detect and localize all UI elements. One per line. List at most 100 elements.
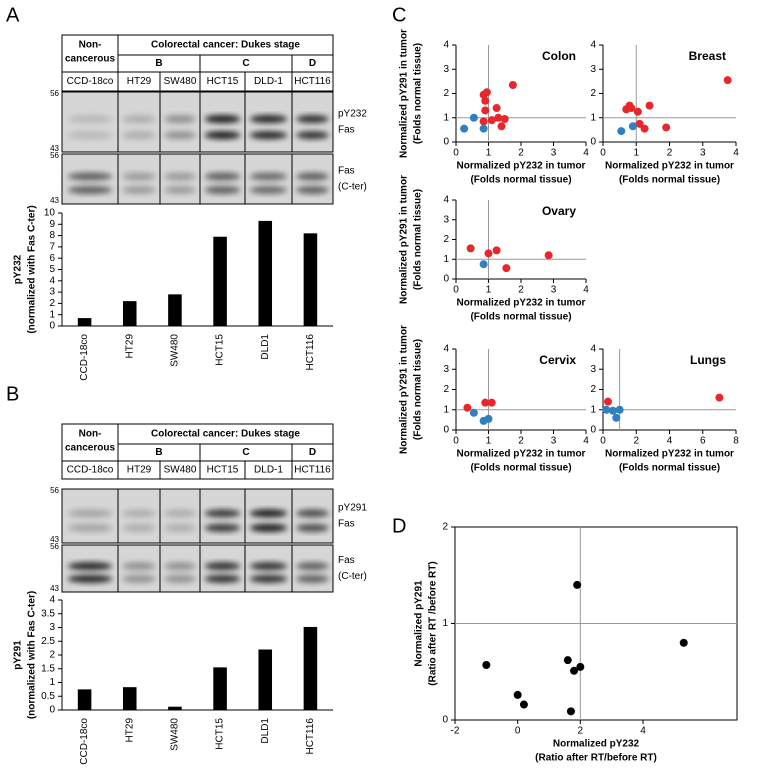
x-tick-label: 4: [667, 436, 673, 447]
table-header: Non-: [79, 40, 102, 51]
point: [566, 707, 575, 716]
mw-marker: 56: [50, 151, 59, 160]
y-axis-label: (normalized with Fas C-ter): [27, 591, 38, 719]
y-tick-label: 1.5: [41, 663, 55, 674]
blot-band: [164, 131, 196, 140]
point: [482, 660, 491, 669]
y-tick-label: 4: [443, 40, 449, 51]
x-tick-label: HCT15: [215, 334, 226, 366]
x-tick-label: 1: [486, 148, 492, 159]
point: [481, 96, 490, 105]
x-tick-label: 0: [600, 148, 606, 159]
chart-title: Cervix: [539, 353, 576, 367]
point: [627, 104, 636, 113]
y-tick-label: 1: [443, 112, 449, 123]
y-tick-label: 10: [44, 208, 56, 219]
y-tick-label: 2: [590, 384, 596, 395]
blot-band: [249, 562, 288, 571]
table-header: Colorectal cancer: Dukes stage: [151, 429, 300, 440]
x-tick-label: HCT116: [305, 334, 316, 371]
bar: [168, 706, 182, 710]
blot-band: [164, 574, 196, 583]
cell-line-label: HCT116: [294, 465, 331, 476]
table-header: Non-: [79, 429, 102, 440]
x-tick-label: SW480: [170, 334, 181, 367]
y-tick-label: 1: [443, 404, 449, 415]
x-axis-label: Normalized pY232 in tumor: [457, 449, 586, 460]
y-tick-label: 4: [590, 344, 596, 355]
y-tick-label: 0: [443, 425, 449, 436]
x-tick-label: 4: [733, 148, 739, 159]
blot-band: [164, 172, 196, 181]
y-tick-label: 4: [49, 595, 55, 606]
cell-line-label: HCT116: [294, 76, 331, 87]
stage-label: B: [155, 447, 162, 458]
point: [463, 403, 472, 412]
panel-label: B: [6, 383, 19, 405]
blot-band: [249, 523, 288, 532]
y-tick-label: 5: [49, 264, 55, 275]
blot-band: [296, 574, 329, 583]
blot-band: [296, 172, 329, 181]
blot-band: [249, 509, 288, 518]
y-tick-label: 1: [590, 404, 596, 415]
mw-marker: 43: [50, 535, 59, 544]
blot-band: [204, 186, 241, 194]
bar: [303, 626, 318, 710]
cell-line-label: HCT15: [207, 465, 239, 476]
x-tick-label: DLD1: [260, 718, 271, 744]
blot-band: [67, 115, 113, 123]
blot-band: [249, 186, 288, 194]
blot-band: [249, 574, 288, 583]
blot-band: [164, 509, 196, 518]
blot-band: [67, 131, 113, 140]
x-tick-label: 0: [453, 285, 459, 296]
blot-band: [204, 523, 241, 532]
point: [484, 249, 493, 258]
x-tick-label: 8: [733, 436, 739, 447]
y-tick-label: 3: [49, 287, 55, 298]
y-axis-label: Normalized pY291 in tumor: [399, 29, 410, 158]
bar: [122, 687, 137, 710]
x-axis-label: (Folds normal tissue): [619, 463, 720, 474]
point: [640, 124, 649, 133]
point: [469, 408, 478, 417]
y-tick-label: 2: [443, 384, 449, 395]
x-tick-label: 4: [583, 436, 589, 447]
y-tick-label: 1: [442, 618, 448, 629]
cell-line-label: HT29: [127, 465, 152, 476]
point: [603, 397, 612, 406]
x-tick-label: 3: [551, 148, 557, 159]
blot-band: [122, 509, 156, 518]
x-tick-label: 2: [518, 285, 524, 296]
x-tick-label: -2: [451, 726, 460, 737]
x-axis-label: Normalized pY232: [553, 739, 640, 750]
x-tick-label: 3: [551, 436, 557, 447]
y-tick-label: 0: [49, 321, 55, 332]
cell-line-label: DLD-1: [254, 76, 283, 87]
mw-marker: 43: [50, 144, 59, 153]
x-axis-label: (Folds normal tissue): [470, 175, 571, 186]
table-cell: [61, 423, 334, 480]
point: [576, 662, 585, 671]
point: [479, 117, 488, 126]
blot-band: [164, 523, 196, 532]
x-tick-label: HT29: [124, 718, 135, 743]
y-axis-label: pY232: [13, 254, 24, 284]
blot-band: [296, 562, 329, 571]
cell-line-label: SW480: [164, 465, 197, 476]
blot-band: [249, 172, 288, 181]
x-axis-label: (Folds normal tissue): [470, 463, 571, 474]
mw-marker: 43: [50, 196, 59, 205]
y-tick-label: 0: [590, 425, 596, 436]
blot-band: [122, 115, 156, 123]
x-axis-label: Normalized pY232 in tumor: [605, 449, 734, 460]
x-tick-label: 2: [578, 726, 584, 737]
x-axis-label: (Folds normal tissue): [619, 175, 720, 186]
y-tick-label: 3: [443, 64, 449, 75]
blot-band: [122, 131, 156, 140]
y-tick-label: 3: [590, 364, 596, 375]
y-axis-label: Normalized pY291: [414, 580, 425, 667]
point: [487, 398, 496, 407]
point: [508, 81, 517, 90]
